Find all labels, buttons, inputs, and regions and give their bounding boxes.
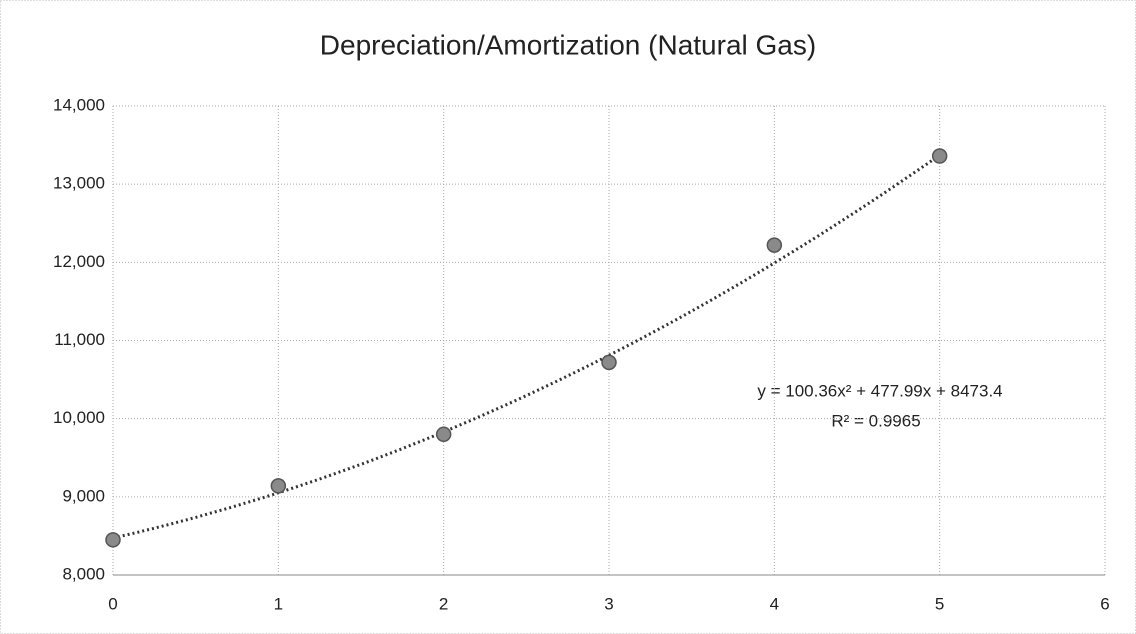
x-tick-label: 6: [1100, 594, 1109, 613]
trendline-equation: y = 100.36x² + 477.99x + 8473.4: [757, 381, 1002, 400]
point: [766, 237, 783, 253]
y-tick-label: 10,000: [53, 408, 105, 427]
x-tick-label: 5: [935, 594, 944, 613]
point: [931, 148, 948, 164]
point: [105, 532, 121, 548]
y-tick-label: 9,000: [62, 486, 105, 505]
y-tick-label: 13,000: [53, 174, 105, 193]
trendline: [112, 153, 941, 540]
y-tick-label: 12,000: [53, 252, 105, 271]
x-tick-label: 1: [274, 594, 283, 613]
point: [601, 354, 617, 371]
y-tick-label: 11,000: [54, 330, 105, 349]
x-tick-label: 4: [770, 594, 779, 613]
trendline-r-squared: R² = 0.9965: [831, 411, 920, 430]
x-tick-label: 2: [439, 594, 448, 613]
y-tick-label: 8,000: [62, 564, 105, 583]
point: [435, 426, 452, 443]
point: [270, 478, 287, 494]
x-tick-label: 3: [604, 594, 613, 613]
y-tick-label: 14,000: [53, 95, 105, 114]
chart-title: Depreciation/Amortization (Natural Gas): [320, 29, 816, 60]
x-tick-label: 0: [108, 594, 117, 613]
